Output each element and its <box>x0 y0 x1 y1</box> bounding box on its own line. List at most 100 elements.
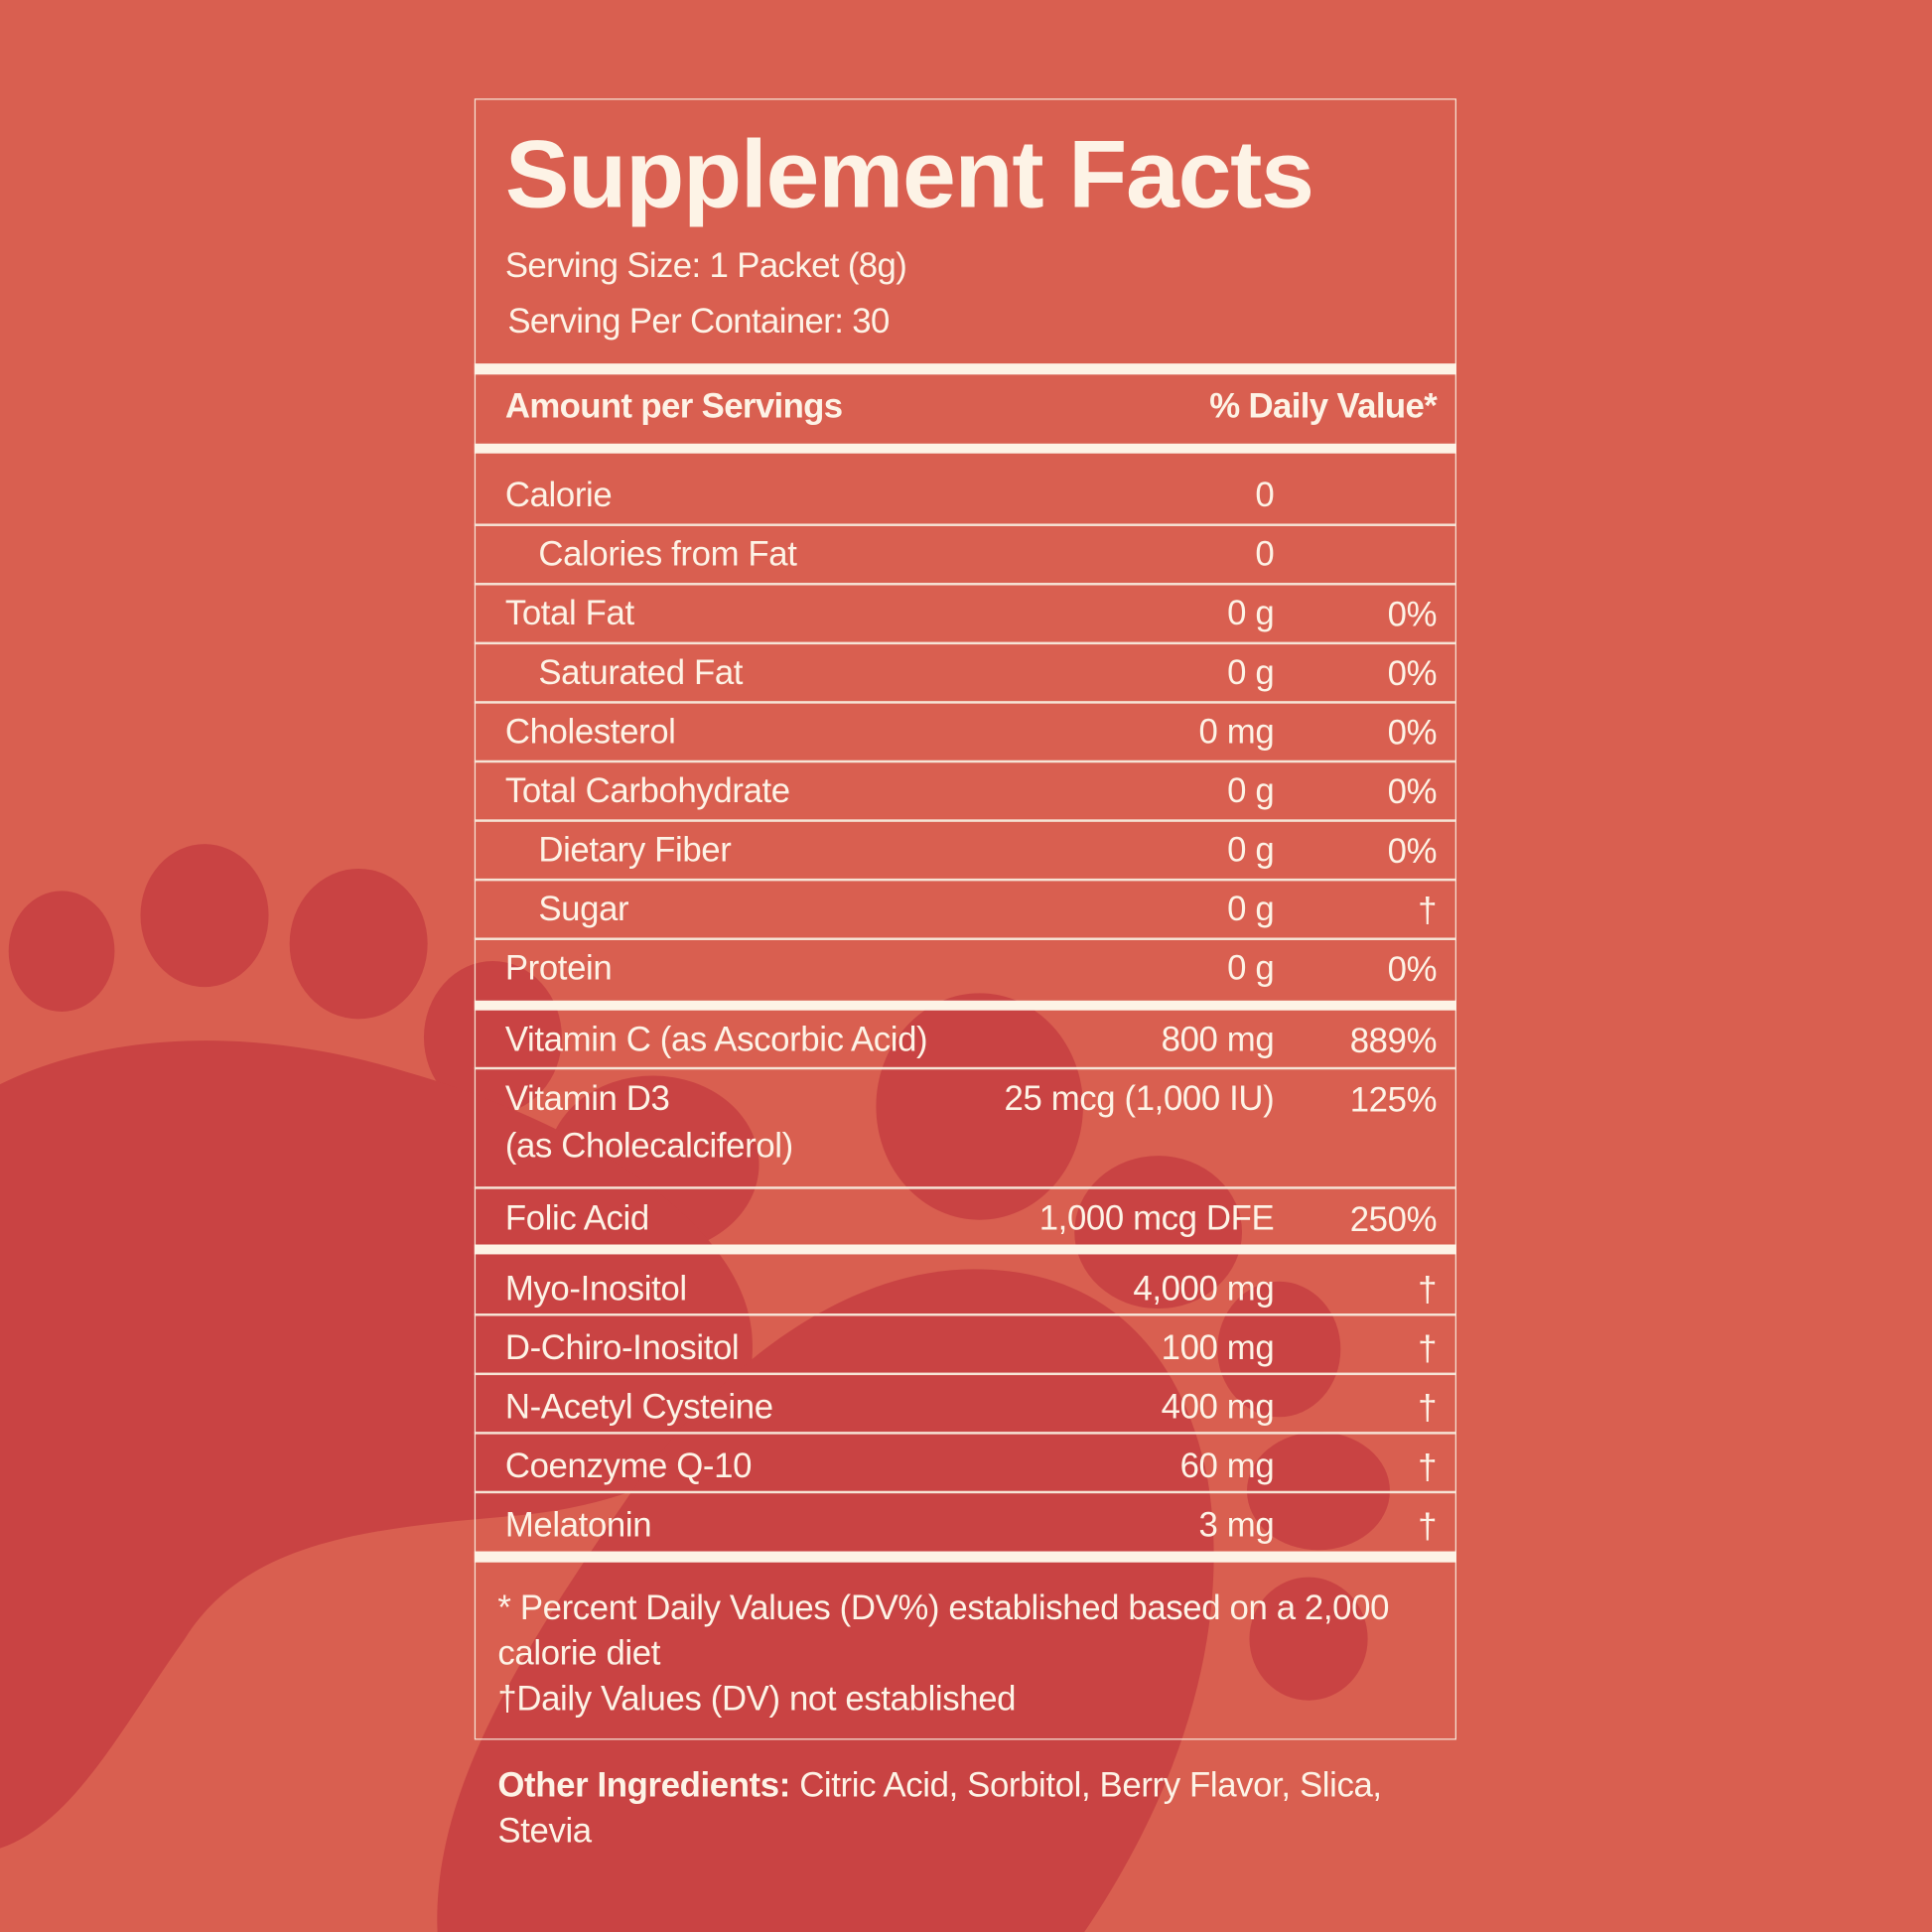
nutrient-name-line: D-Chiro-Inositol <box>504 1327 740 1367</box>
row-divider <box>474 523 1456 526</box>
serving-size: Serving Size: 1 Packet (8g) <box>504 246 907 285</box>
nutrient-daily-value: † <box>1418 1270 1438 1310</box>
paw-toe-1 <box>8 891 115 1012</box>
nutrient-daily-value: 0% <box>1387 772 1438 811</box>
nutrient-daily-value: 0% <box>1387 713 1438 753</box>
dv-footnote: * Percent Daily Values (DV%) established… <box>497 1587 1390 1673</box>
nutrient-daily-value: † <box>1418 1388 1438 1428</box>
nutrient-name-line: Saturated Fat <box>538 652 744 692</box>
nutrient-amount: 400 mg <box>1161 1387 1275 1426</box>
nutrient-name: Folic Acid <box>505 1195 649 1242</box>
nutrient-name: Saturated Fat <box>538 649 743 696</box>
row-divider <box>474 878 1456 881</box>
row-divider <box>474 759 1456 762</box>
nutrient-daily-value: † <box>1418 1506 1438 1546</box>
row-divider <box>474 701 1456 704</box>
nutrient-daily-value: † <box>1418 1329 1438 1368</box>
divider-thick <box>474 1000 1456 1011</box>
nutrient-name: Cholesterol <box>505 709 676 756</box>
nutrient-name-line: Coenzyme Q-10 <box>504 1447 753 1485</box>
nutrient-amount: 0 g <box>1227 890 1275 928</box>
nutrient-name: Dietary Fiber <box>538 827 731 874</box>
divider-thick <box>474 1551 1456 1563</box>
nutrient-amount: 800 mg <box>1161 1020 1275 1059</box>
row-divider <box>474 1186 1456 1189</box>
nutrient-name-line: Cholesterol <box>504 712 676 751</box>
divider-thick <box>474 443 1456 454</box>
facts-border <box>474 98 1456 1740</box>
nutrient-amount: 0 g <box>1227 594 1275 632</box>
other-ingredients: Other Ingredients: Citric Acid, Sorbitol… <box>497 1762 1458 1854</box>
nutrient-name: Sugar <box>538 886 628 932</box>
nutrient-amount: 25 mcg (1,000 IU) <box>1004 1079 1275 1118</box>
row-divider <box>474 641 1456 644</box>
nutrient-name-line: Melatonin <box>504 1505 652 1545</box>
nutrient-name: Myo-Inositol <box>505 1266 687 1312</box>
nutrient-amount: 0 g <box>1227 652 1275 692</box>
nutrient-name-line: Vitamin D3 <box>504 1079 670 1118</box>
nutrient-daily-value: 0% <box>1387 831 1438 871</box>
nutrient-daily-value: † <box>1418 1448 1438 1486</box>
nutrient-name-line: Total Carbohydrate <box>504 770 790 810</box>
paw-toe-2 <box>140 844 269 988</box>
nutrient-name: D-Chiro-Inositol <box>504 1324 740 1371</box>
divider-thick <box>474 1244 1456 1255</box>
nutrient-name: Melatonin <box>504 1502 652 1549</box>
nutrient-name: Total Carbohydrate <box>505 767 790 814</box>
nutrient-name-line: N-Acetyl Cysteine <box>504 1387 773 1426</box>
footnotes: * Percent Daily Values (DV%) established… <box>497 1585 1447 1722</box>
nutrient-name-line: Calories from Fat <box>538 534 797 574</box>
nutrient-name: Coenzyme Q-10 <box>504 1443 753 1489</box>
other-ingredients-label: Other Ingredients: <box>497 1765 790 1804</box>
nutrient-daily-value: 0% <box>1387 595 1438 633</box>
nutrient-amount: 0 g <box>1227 948 1275 988</box>
servings-per-container: Serving Per Container: 30 <box>507 302 890 341</box>
divider-thick <box>474 363 1456 375</box>
nutrient-amount: 4,000 mg <box>1133 1269 1275 1308</box>
nutrient-amount: 1,000 mcg DFE <box>1038 1198 1275 1238</box>
nutrient-name-line: Folic Acid <box>504 1198 649 1238</box>
nutrient-name: Total Fat <box>505 590 634 636</box>
row-divider <box>474 583 1456 585</box>
dagger-footnote: †Daily Values (DV) not established <box>497 1679 1017 1719</box>
row-divider <box>474 1066 1456 1069</box>
nutrient-amount: 3 mg <box>1198 1505 1275 1545</box>
nutrient-name-line: Vitamin C (as Ascorbic Acid) <box>504 1020 928 1059</box>
header-amount: Amount per Servings <box>504 386 843 426</box>
nutrient-name-line: Myo-Inositol <box>504 1269 687 1308</box>
nutrient-name-line: (as Cholecalciferol) <box>504 1126 793 1165</box>
nutrient-name-line: Calorie <box>504 476 613 514</box>
paw-toe-7 <box>1074 1156 1243 1310</box>
nutrient-daily-value: 250% <box>1349 1199 1438 1239</box>
nutrient-name: Calorie <box>504 472 613 518</box>
paw-pad-right <box>437 1269 1214 1932</box>
nutrient-name: Vitamin D3 (as Cholecalciferol) <box>505 1075 793 1169</box>
row-divider <box>474 1313 1456 1315</box>
paw-toe-4 <box>423 961 562 1114</box>
nutrient-daily-value: 889% <box>1349 1021 1438 1060</box>
paw-toe-8 <box>1217 1281 1341 1418</box>
nutrient-amount: 0 <box>1255 476 1275 514</box>
row-divider <box>474 1372 1456 1375</box>
row-divider <box>474 1432 1456 1435</box>
page-title: Supplement Facts <box>504 119 1314 228</box>
nutrient-name-line: Dietary Fiber <box>538 830 732 869</box>
nutrient-name-line: Total Fat <box>504 594 634 632</box>
other-ingredients-value: Citric Acid, Sorbitol, Berry Flavor, Sli… <box>497 1765 1382 1850</box>
nutrient-amount: 60 mg <box>1179 1447 1275 1485</box>
row-divider <box>474 819 1456 822</box>
nutrient-name: Protein <box>505 945 613 992</box>
nutrient-daily-value: 0% <box>1387 654 1438 693</box>
paw-pad-left <box>0 1040 753 1849</box>
nutrient-amount: 100 mg <box>1161 1327 1275 1367</box>
paw-toe-10 <box>1249 1577 1368 1701</box>
header-daily-value: % Daily Value* <box>1209 386 1438 426</box>
row-divider <box>474 937 1456 940</box>
paw-toe-6 <box>876 993 1083 1220</box>
nutrient-amount: 0 g <box>1227 770 1275 810</box>
nutrient-name: Calories from Fat <box>538 531 797 578</box>
nutrient-amount: 0 <box>1255 534 1275 574</box>
nutrient-amount: 0 mg <box>1198 712 1275 751</box>
